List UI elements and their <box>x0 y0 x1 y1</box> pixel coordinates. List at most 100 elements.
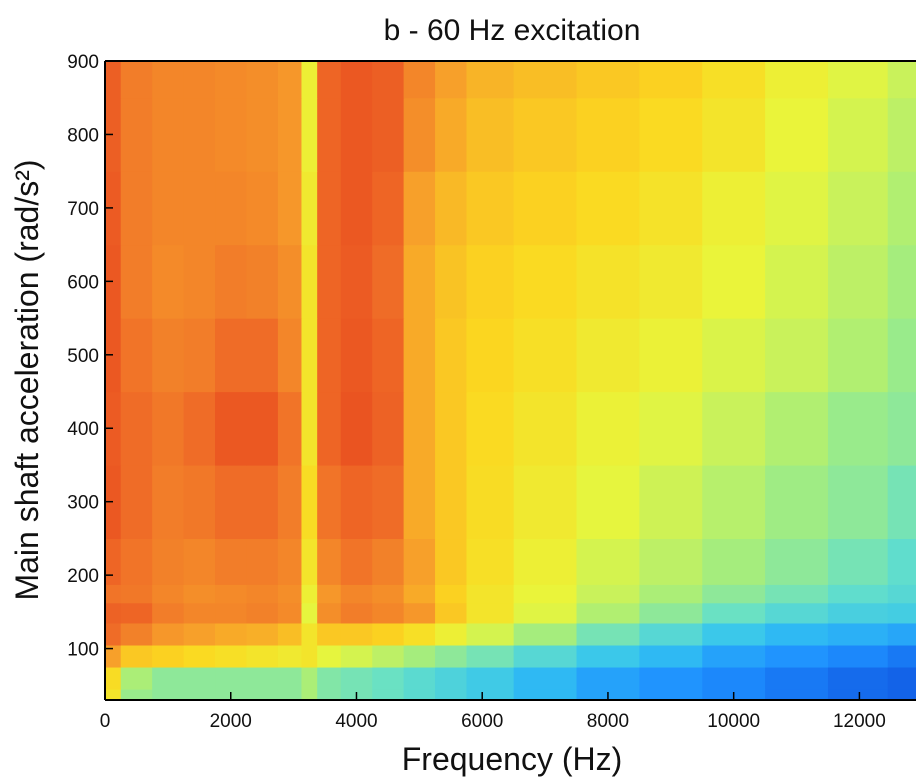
heatmap-cell <box>105 584 122 604</box>
heatmap-cell <box>887 97 916 172</box>
heatmap-cell <box>435 666 468 690</box>
heatmap-cell <box>435 538 468 585</box>
heatmap-cell <box>317 97 342 172</box>
heatmap-cell <box>887 688 916 701</box>
y-tick-label: 100 <box>67 640 99 661</box>
y-axis-label: Main shaft acceleration (rad/s²) <box>9 159 45 600</box>
heatmap-cell <box>246 538 279 585</box>
heatmap-cell <box>513 622 578 646</box>
heatmap-cell <box>277 244 303 319</box>
heatmap-cell <box>152 644 185 668</box>
heatmap-cell <box>215 391 248 466</box>
heatmap-cell <box>105 171 122 246</box>
heatmap-cell <box>372 464 405 540</box>
heatmap-cell <box>466 171 515 246</box>
heatmap-cell <box>765 584 829 604</box>
heatmap-cell <box>702 391 766 466</box>
heatmap-cell <box>403 97 436 172</box>
x-tick-label: 0 <box>100 711 111 732</box>
heatmap-cell <box>466 464 515 540</box>
heatmap-cell <box>277 318 303 393</box>
heatmap-cell <box>120 666 153 690</box>
heatmap-cell <box>827 61 889 99</box>
heatmap-cell <box>827 171 889 246</box>
heatmap-cell <box>435 584 468 604</box>
heatmap-cell <box>887 464 916 540</box>
heatmap-cell <box>301 171 318 246</box>
heatmap-cell <box>105 61 122 99</box>
heatmap-cell <box>403 622 436 646</box>
heatmap-cell <box>403 688 436 701</box>
heatmap-cell <box>827 584 889 604</box>
heatmap-cell <box>340 171 373 246</box>
heatmap-cell <box>120 61 153 99</box>
heatmap-cell <box>301 538 318 585</box>
heatmap-cell <box>317 464 342 540</box>
heatmap-cell <box>513 391 578 466</box>
heatmap-cell <box>215 538 248 585</box>
heatmap-cell <box>887 584 916 604</box>
heatmap-cell <box>576 666 640 690</box>
heatmap-cell <box>765 318 829 393</box>
heatmap-cell <box>183 644 216 668</box>
heatmap-cell <box>435 644 468 668</box>
heatmap-cell <box>372 688 405 701</box>
heatmap-cell <box>317 666 342 690</box>
x-tick-label: 4000 <box>335 711 377 732</box>
heatmap-cell <box>466 61 515 99</box>
heatmap-cell <box>277 666 303 690</box>
y-tick-label: 500 <box>67 346 99 367</box>
heatmap-cell <box>215 171 248 246</box>
heatmap-cell <box>105 464 122 540</box>
heatmap-cell <box>277 61 303 99</box>
chart-title: b - 60 Hz excitation <box>384 14 641 47</box>
heatmap-cell <box>183 538 216 585</box>
heatmap-cell <box>827 622 889 646</box>
heatmap-cell <box>576 602 640 624</box>
heatmap-cell <box>576 61 640 99</box>
heatmap-cell <box>372 391 405 466</box>
heatmap-cell <box>513 171 578 246</box>
heatmap-cell <box>702 464 766 540</box>
heatmap-cell <box>403 391 436 466</box>
heatmap-cell <box>765 171 829 246</box>
heatmap-cell <box>513 538 578 585</box>
y-tick-label: 300 <box>67 493 99 514</box>
heatmap-cell <box>513 584 578 604</box>
heatmap-cell <box>105 318 122 393</box>
heatmap-cell <box>301 244 318 319</box>
heatmap-cell <box>702 584 766 604</box>
heatmap-cell <box>215 666 248 690</box>
heatmap-cell <box>120 391 153 466</box>
heatmap-cell <box>340 97 373 172</box>
heatmap-cell <box>183 61 216 99</box>
heatmap-cell <box>183 391 216 466</box>
heatmap-cell <box>340 584 373 604</box>
heatmap-cell <box>372 244 405 319</box>
heatmap-cell <box>887 538 916 585</box>
heatmap-cell <box>827 391 889 466</box>
heatmap-cell <box>576 538 640 585</box>
heatmap-cell <box>435 688 468 701</box>
heatmap-cell <box>317 391 342 466</box>
heatmap-cell <box>466 622 515 646</box>
heatmap-cell <box>340 644 373 668</box>
heatmap-cell <box>340 538 373 585</box>
x-tick-label: 6000 <box>461 711 503 732</box>
heatmap-cell <box>340 391 373 466</box>
heatmap-cell <box>317 538 342 585</box>
heatmap-cell <box>120 171 153 246</box>
heatmap-cell <box>403 602 436 624</box>
heatmap-cell <box>887 602 916 624</box>
heatmap-cell <box>183 464 216 540</box>
heatmap-cell <box>301 97 318 172</box>
heatmap-cell <box>317 644 342 668</box>
heatmap-cell <box>435 171 468 246</box>
heatmap-cell <box>246 666 279 690</box>
heatmap-cell <box>765 602 829 624</box>
heatmap-cell <box>639 666 703 690</box>
heatmap-cell <box>301 391 318 466</box>
heatmap-cell <box>105 97 122 172</box>
heatmap-cell <box>403 666 436 690</box>
heatmap-cell <box>246 61 279 99</box>
